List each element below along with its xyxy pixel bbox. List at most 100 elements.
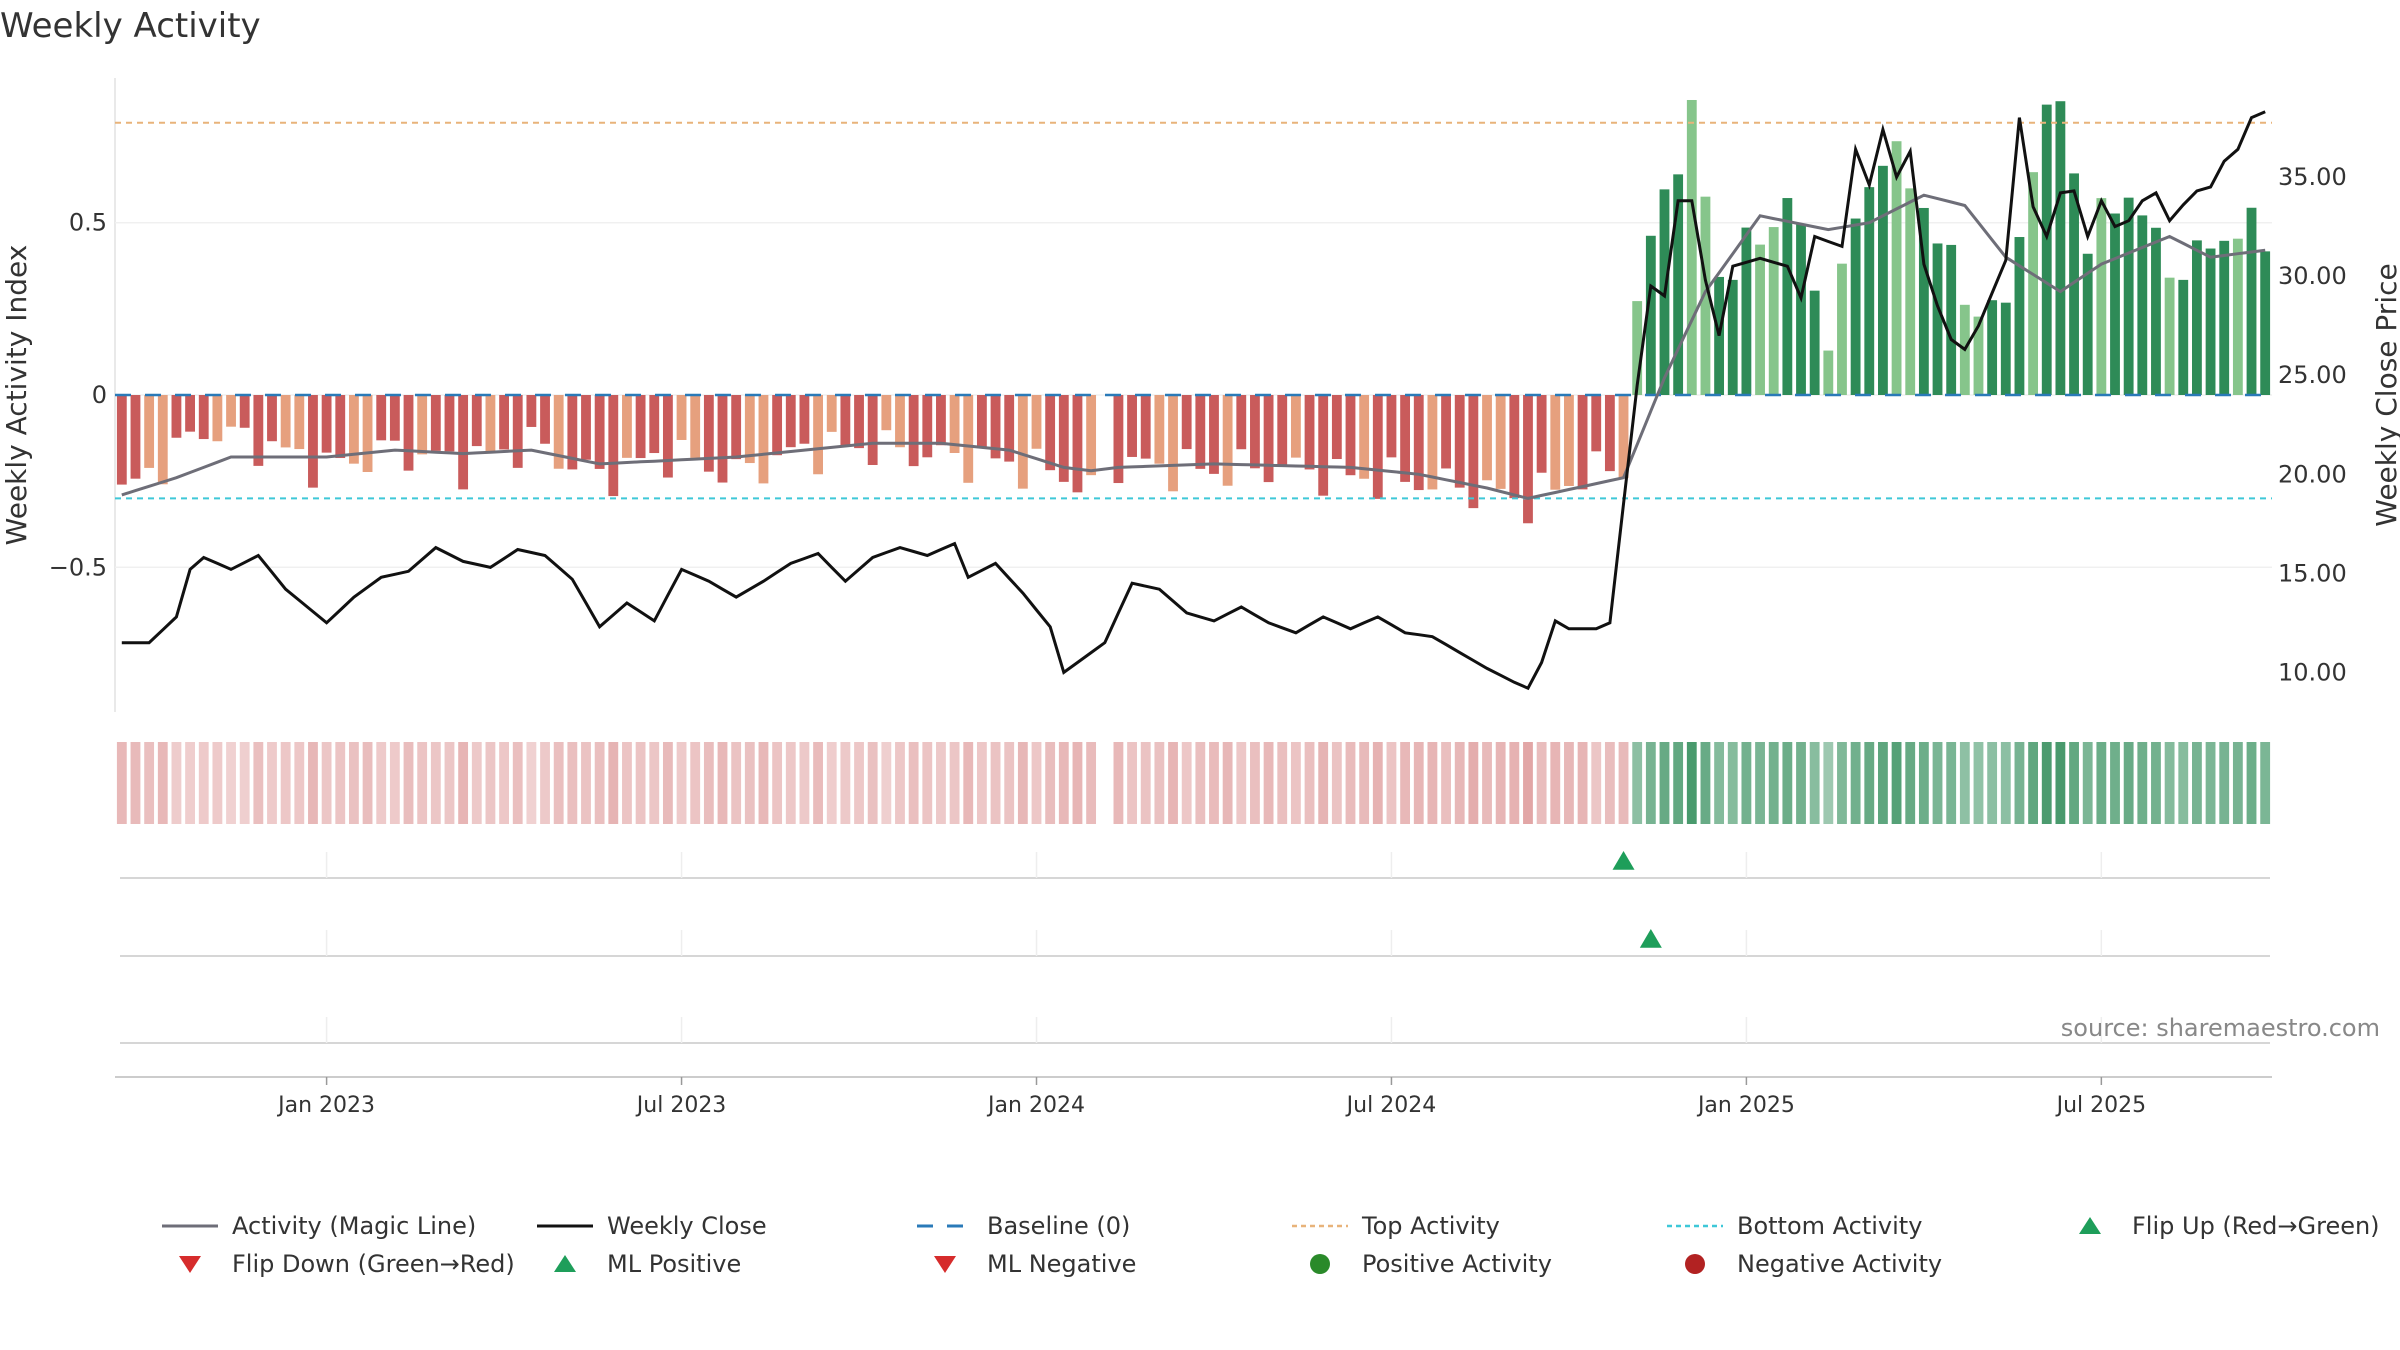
legend-item-baseline: Baseline (0) [915,1208,1130,1244]
activity-bar [321,395,332,453]
heat-strip-cell [348,742,359,824]
heat-strip-cell [2191,742,2202,824]
activity-bar [1782,198,1793,395]
y2-tick-label: 30.00 [2278,262,2347,290]
activity-bar [2178,279,2189,395]
activity-bar [1427,395,1438,490]
activity-bar [867,395,878,465]
y-tick-label: −0.5 [49,553,107,581]
legend-symbol-flip-up [2079,1217,2101,1234]
activity-bar [2110,213,2120,395]
activity-bar [403,395,414,471]
heat-strip-cell [239,742,250,824]
heat-strip-cell [1878,742,1888,824]
heat-strip-cell [731,742,742,824]
heat-strip-cell [185,742,196,824]
heat-strip-cell [1768,742,1779,824]
activity-bar [881,395,892,431]
heat-strip-cell [1454,742,1465,824]
heat-strip-cell [1290,742,1301,824]
activity-bar [1632,301,1643,395]
heat-strip-cell [526,742,537,824]
heat-strip-cell [1495,742,1506,824]
heat-strip-cell [1959,742,1970,824]
activity-bar [444,395,455,452]
heat-strip-cell [376,742,387,824]
activity-bar [2232,238,2243,395]
activity-bar [1891,141,1902,395]
activity-bar [376,395,387,441]
heat-strip-cell [1727,742,1738,824]
legend-label: Baseline (0) [987,1212,1131,1240]
legend-label: Negative Activity [1737,1250,1943,1278]
heat-strip-cell [1277,742,1288,824]
activity-bar [1304,395,1315,470]
heat-strip-cell [1250,742,1260,824]
activity-bar [144,395,155,468]
legend-symbol-bottom [1667,1224,1723,1228]
activity-bar [2191,240,2202,395]
heat-strip-cell [2232,742,2243,824]
activity-bar [1263,395,1274,483]
x-tick-label: Jan 2023 [276,1093,375,1118]
activity-bar [485,395,496,452]
legend-item-ml-neg: ML Negative [915,1246,1136,1282]
legend-item-pos-act: Positive Activity [1290,1246,1552,1282]
heat-strip-cell [1086,742,1097,824]
activity-bar [1837,263,1847,395]
activity-bar [1727,279,1738,395]
heat-strip-cell [1782,742,1793,824]
activity-bar [676,395,687,440]
heat-strip-cell [840,742,851,824]
activity-bar [2246,207,2257,395]
heat-strip-cell [1441,742,1451,824]
activity-bar [1222,395,1233,486]
activity-bar [171,395,182,438]
activity-bar [198,395,209,440]
legend-symbol-magic [162,1224,218,1228]
heat-strip-cell [335,742,346,824]
heat-strip-cell [1372,742,1383,824]
activity-bar [1345,395,1356,476]
activity-bar [1400,395,1411,482]
activity-bar [2219,240,2230,395]
activity-bar [1086,395,1097,476]
heat-strip-cell [2246,742,2257,824]
activity-bar [1017,395,1028,489]
weekly-close-line [121,110,2266,691]
activity-bar [1236,395,1247,450]
heat-strip-cell [1659,742,1670,824]
heat-strip-cell [1577,742,1588,824]
heat-strip-cell [1509,742,1520,824]
heat-strip-cell [785,742,796,824]
heat-strip-cell [2137,742,2148,824]
heat-strip-cell [2123,742,2134,824]
heat-strip-cell [2260,742,2271,824]
legend-symbol-ml-neg [934,1256,956,1273]
y-tick-label: 0 [92,381,107,409]
activity-bar [758,395,769,484]
activity-bar [389,395,400,441]
heat-strip-cell [1482,742,1492,824]
activity-bar [308,395,318,488]
legend-symbol-ml-pos [554,1255,576,1272]
heat-strip-cell [1673,742,1684,824]
legend-item-neg-act: Negative Activity [1665,1246,1942,1282]
activity-bar [963,395,974,483]
weekly-activity-chart: 0.5 0 −0.5 35.00 30.00 25.00 20.00 15.00 10.00 We… [0,78,2400,1118]
activity-bar [1973,316,1984,395]
heat-strip-cell [1413,742,1424,824]
activity-bar [690,395,701,458]
activity-bar [458,395,469,490]
activity-bar [157,395,168,485]
y2-tick-label: 35.00 [2278,163,2347,191]
activity-bar [499,395,509,450]
activity-bar [1331,395,1342,460]
x-tick-label: Jul 2025 [2055,1093,2147,1118]
activity-bar [1591,395,1602,452]
activity-bar [1932,243,1943,395]
activity-bar [662,395,673,478]
activity-bar [348,395,359,464]
activity-bar [1823,350,1834,395]
activity-bar [1168,395,1178,492]
